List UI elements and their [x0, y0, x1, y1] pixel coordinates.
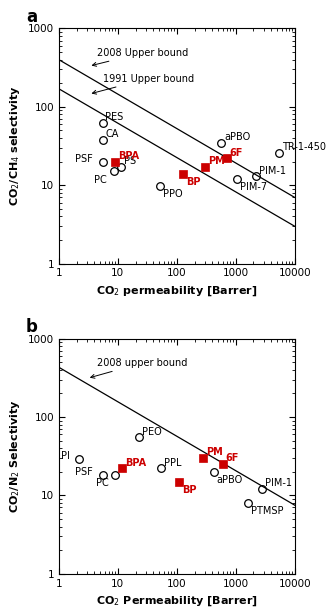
Text: PC: PC	[94, 174, 107, 185]
Text: PC: PC	[96, 479, 109, 488]
Text: b: b	[26, 318, 38, 336]
Y-axis label: CO$_2$/N$_2$ Selectivity: CO$_2$/N$_2$ Selectivity	[8, 399, 22, 513]
Text: CA: CA	[105, 129, 119, 139]
Text: 6F: 6F	[229, 148, 243, 158]
Text: 2008 Upper bound: 2008 Upper bound	[92, 48, 188, 67]
Text: PS: PS	[124, 156, 136, 166]
Text: BP: BP	[186, 177, 201, 187]
Text: PM: PM	[208, 156, 224, 166]
Text: PEO: PEO	[142, 426, 162, 437]
Text: PIM-1: PIM-1	[259, 166, 286, 176]
Text: BPA: BPA	[118, 151, 139, 161]
Text: 2008 upper bound: 2008 upper bound	[91, 358, 188, 378]
Text: PI: PI	[61, 451, 70, 461]
Text: aPBO: aPBO	[224, 132, 250, 142]
Text: BP: BP	[182, 485, 196, 495]
Text: PPL: PPL	[164, 458, 182, 468]
Text: a: a	[26, 8, 37, 26]
Text: PES: PES	[105, 112, 124, 123]
Text: TR-1-450: TR-1-450	[282, 142, 326, 152]
X-axis label: CO$_2$ Permeability [Barrer]: CO$_2$ Permeability [Barrer]	[96, 594, 258, 607]
Text: 6F: 6F	[225, 453, 239, 463]
X-axis label: CO$_2$ permeability [Barrer]: CO$_2$ permeability [Barrer]	[96, 284, 257, 298]
Text: aPBO: aPBO	[217, 475, 243, 485]
Text: PSF: PSF	[75, 468, 93, 477]
Text: BPA: BPA	[125, 458, 147, 468]
Text: PIM-7: PIM-7	[240, 182, 267, 192]
Text: PSF: PSF	[75, 153, 93, 164]
Text: PTMSP: PTMSP	[250, 506, 283, 516]
Y-axis label: CO$_2$/CH$_4$ selectivity: CO$_2$/CH$_4$ selectivity	[8, 86, 22, 206]
Text: PIM-1: PIM-1	[265, 479, 292, 488]
Text: PM: PM	[206, 447, 223, 457]
Text: PPO: PPO	[163, 189, 182, 199]
Text: 1991 Upper bound: 1991 Upper bound	[92, 73, 193, 94]
